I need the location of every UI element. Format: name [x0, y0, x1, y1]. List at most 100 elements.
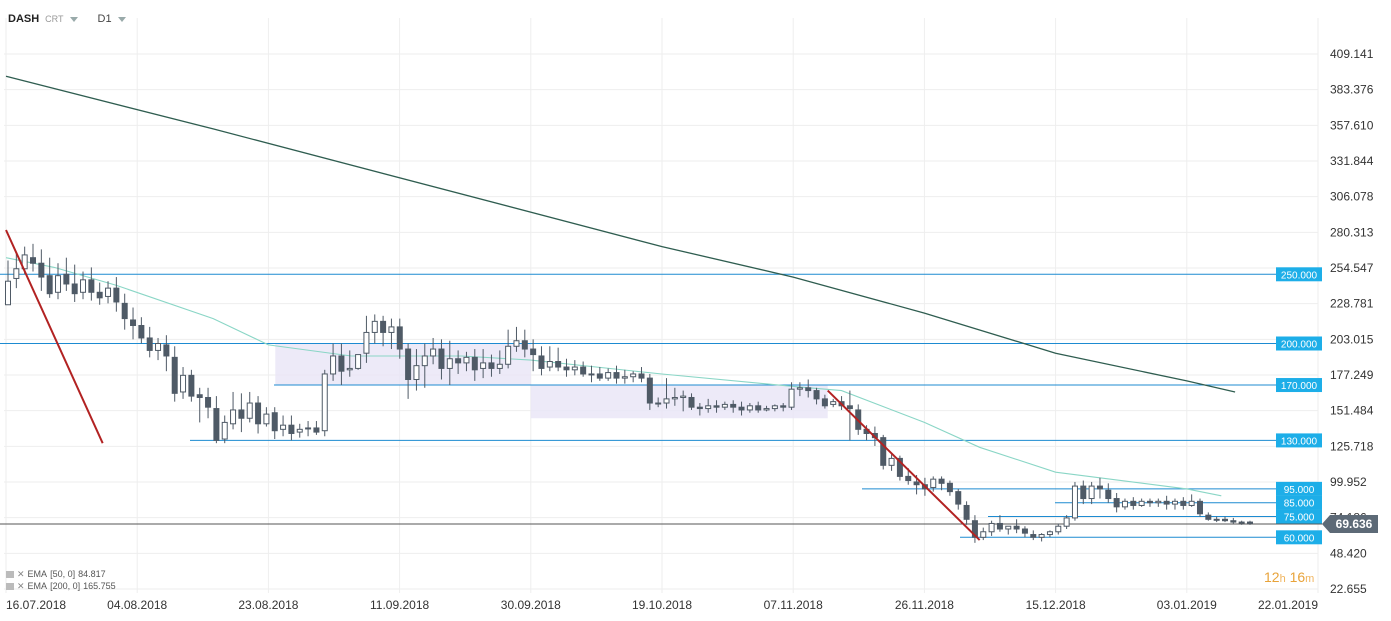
candle — [80, 271, 87, 300]
trend-line — [827, 389, 981, 541]
symbol-label[interactable]: DASH — [8, 13, 40, 25]
candle — [238, 393, 245, 433]
candle-body — [755, 405, 762, 411]
candle-body — [1113, 498, 1120, 508]
candle-body — [555, 361, 562, 368]
candle-body — [905, 475, 912, 482]
candle-body — [1105, 489, 1112, 500]
candle — [280, 415, 287, 437]
y-tick-label: 228.781 — [1330, 297, 1374, 311]
ema-lines — [5, 75, 1236, 497]
candle-body — [613, 372, 620, 379]
candle — [313, 421, 320, 435]
timeframe-label[interactable]: D1 — [97, 13, 112, 25]
candle-body — [355, 354, 362, 369]
candle — [438, 339, 445, 380]
candle — [980, 527, 987, 541]
candle — [413, 349, 420, 391]
candle — [505, 329, 512, 369]
candle-body — [296, 428, 303, 433]
candle-body — [363, 331, 370, 354]
candle — [1071, 481, 1078, 521]
timer-minutes: 16 — [1289, 569, 1306, 585]
candle-body — [1088, 485, 1095, 500]
candle-body — [638, 373, 645, 379]
candle — [1230, 517, 1237, 524]
candle — [580, 361, 587, 377]
candle — [496, 350, 503, 374]
price-tag: 170.000 — [1276, 378, 1322, 393]
candle-body — [13, 268, 20, 279]
candle — [121, 293, 128, 330]
candle — [430, 337, 437, 365]
candle — [588, 365, 595, 383]
candle-body — [88, 279, 95, 293]
candle — [46, 257, 53, 298]
candle — [296, 423, 303, 438]
candle — [946, 480, 953, 496]
candle-body — [421, 355, 428, 367]
candle-body — [96, 291, 103, 299]
chart-type-label[interactable]: CRT — [45, 14, 64, 24]
price-tag-label: 85.000 — [1284, 499, 1315, 510]
candle-body — [338, 355, 345, 372]
price-tag-bg — [1276, 481, 1322, 496]
candle — [771, 404, 778, 412]
candle — [521, 329, 528, 358]
candle — [755, 401, 762, 413]
candle-body — [1063, 517, 1070, 527]
legend-params: [200, 0] — [50, 581, 81, 591]
candle — [613, 365, 620, 384]
candle — [938, 476, 945, 491]
price-tags: 250.000 200.000 170.000 130.000 95.000 85.000… — [1276, 267, 1378, 545]
candle — [788, 382, 795, 410]
candle — [463, 351, 470, 372]
candle-body — [1046, 531, 1053, 536]
settings-icon[interactable] — [6, 582, 14, 590]
candle-body — [713, 405, 720, 408]
candle-body — [238, 409, 245, 419]
candle — [930, 476, 937, 492]
candle — [1096, 477, 1103, 499]
candle — [671, 387, 678, 406]
close-icon[interactable]: ✕ — [17, 581, 25, 591]
x-tick-label: 30.09.2018 — [501, 598, 561, 612]
candle-body — [730, 403, 737, 408]
candle-body — [380, 320, 387, 333]
candle-body — [946, 482, 953, 493]
candle — [455, 350, 462, 374]
candle — [230, 391, 237, 430]
candle — [1146, 498, 1153, 507]
settings-icon[interactable] — [6, 570, 14, 578]
candle-body — [763, 408, 770, 411]
candle-body — [455, 358, 462, 364]
candle-body — [680, 395, 687, 398]
candle-body — [1247, 521, 1253, 524]
chart-type-dropdown-icon[interactable] — [69, 16, 78, 22]
candle — [571, 360, 578, 376]
price-tag-label: 75.000 — [1284, 513, 1315, 524]
candle-body — [105, 287, 112, 297]
candle-body — [821, 398, 828, 407]
price-tag-label: 95.000 — [1284, 485, 1315, 496]
timer-hours: 12 — [1264, 569, 1280, 585]
candle — [621, 369, 628, 384]
timeframe-dropdown-icon[interactable] — [117, 16, 126, 22]
price-tag: 130.000 — [1276, 433, 1322, 448]
candle-body — [655, 402, 662, 405]
close-icon[interactable]: ✕ — [17, 569, 25, 579]
candle-body — [963, 504, 970, 520]
candle — [530, 339, 537, 372]
ema50-line — [5, 257, 1222, 497]
candle — [1046, 530, 1053, 538]
candle-body — [538, 355, 545, 369]
candle — [1188, 494, 1195, 507]
candle — [1055, 523, 1062, 535]
candle-body — [130, 319, 137, 327]
y-tick-label: 22.655 — [1330, 582, 1367, 596]
candle — [955, 488, 962, 510]
candle-body — [305, 427, 312, 430]
candle — [1138, 498, 1145, 507]
candle — [1221, 516, 1228, 523]
